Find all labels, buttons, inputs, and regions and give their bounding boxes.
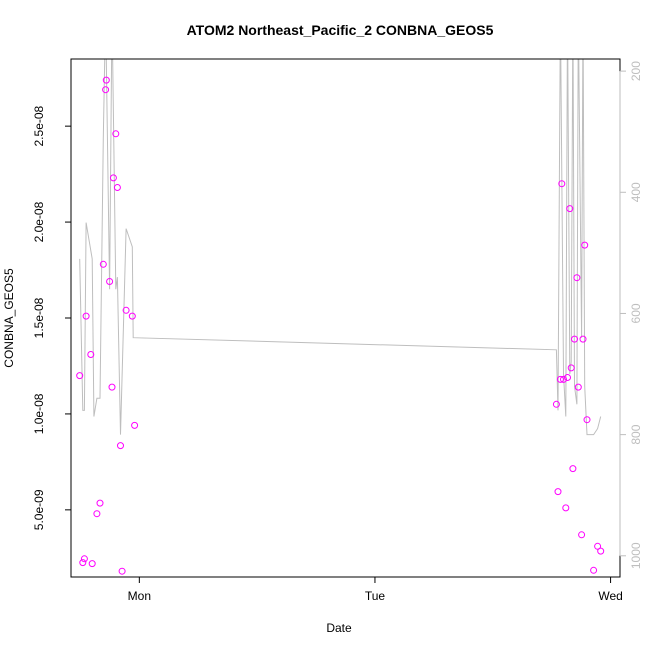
- data-point: [583, 416, 591, 424]
- data-point: [579, 335, 587, 343]
- right-tick-label: 1000: [629, 542, 643, 569]
- data-point: [109, 174, 117, 182]
- data-point: [131, 421, 139, 429]
- data-point: [564, 374, 571, 381]
- data-point: [99, 260, 107, 268]
- data-points: [76, 76, 605, 575]
- data-point: [558, 180, 566, 188]
- data-point: [590, 566, 598, 574]
- chart-title: ATOM2 Northeast_Pacific_2 CONBNA_GEOS5: [187, 22, 494, 38]
- y-tick-label: 5.0e-09: [32, 489, 46, 530]
- data-point: [96, 499, 104, 507]
- y-tick-label: 2.0e-08: [32, 201, 46, 242]
- data-point: [556, 375, 564, 383]
- data-point: [113, 184, 121, 191]
- x-axis: Mon Tue Wed: [128, 576, 623, 603]
- x-tick-label: Tue: [365, 589, 386, 603]
- y-axis: 5.0e-09 1.0e-08 1.5e-08 2.0e-08 2.5e-08: [32, 105, 72, 530]
- data-point: [571, 335, 578, 343]
- data-point: [567, 364, 575, 372]
- data-point: [80, 555, 88, 563]
- data-point: [552, 400, 560, 408]
- data-point: [128, 312, 136, 320]
- data-point: [574, 383, 582, 391]
- right-tick-label: 200: [629, 61, 643, 81]
- x-tick-label: Wed: [598, 589, 622, 603]
- right-tick-label: 600: [629, 303, 643, 323]
- data-point: [82, 312, 90, 320]
- data-point: [117, 442, 124, 450]
- data-point: [566, 205, 574, 213]
- data-point: [108, 383, 116, 391]
- data-point: [122, 306, 130, 314]
- data-point: [118, 567, 126, 575]
- x-tick-label: Mon: [128, 589, 151, 603]
- data-point: [578, 531, 586, 539]
- data-point: [581, 241, 589, 249]
- data-point: [88, 560, 96, 568]
- data-point: [106, 278, 114, 285]
- data-point: [560, 375, 567, 383]
- y-tick-label: 1.5e-08: [32, 297, 46, 338]
- right-tick-label: 400: [629, 182, 643, 202]
- data-point: [573, 274, 581, 282]
- data-point: [102, 76, 110, 84]
- data-point: [76, 372, 84, 380]
- data-point: [87, 351, 95, 358]
- data-point: [597, 547, 605, 555]
- data-point: [554, 488, 562, 496]
- x-axis-label: Date: [326, 621, 352, 635]
- data-point: [79, 559, 87, 567]
- right-tick-label: 800: [629, 424, 643, 444]
- data-point: [93, 510, 101, 518]
- y-tick-label: 2.5e-08: [32, 105, 46, 146]
- data-point: [562, 504, 570, 512]
- data-point: [112, 130, 120, 138]
- y-axis-label: CONBNA_GEOS5: [2, 268, 16, 368]
- data-point: [594, 542, 602, 550]
- data-point: [102, 86, 110, 94]
- right-axis: 200 400 600 800 1000: [619, 61, 643, 569]
- y-tick-label: 1.0e-08: [32, 393, 46, 434]
- data-point: [569, 465, 577, 473]
